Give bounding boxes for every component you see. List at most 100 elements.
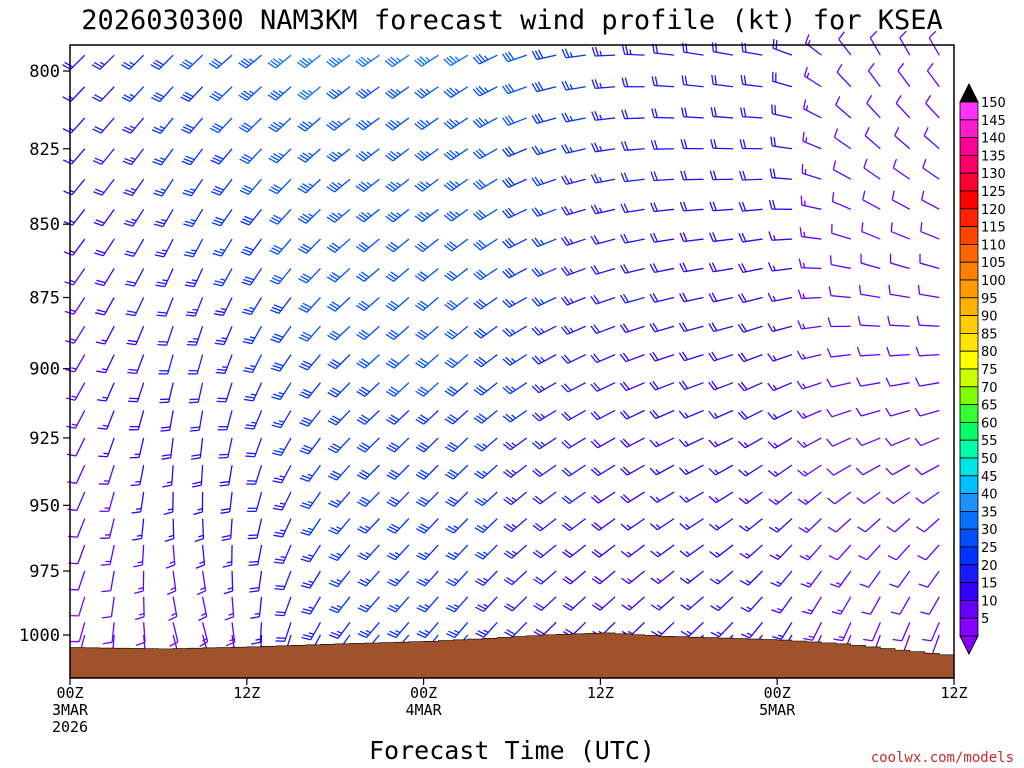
wind-barb xyxy=(357,570,380,587)
barb-shaft xyxy=(172,622,179,642)
wind-barb xyxy=(858,284,881,299)
barb-full xyxy=(474,527,484,534)
wind-barb xyxy=(708,409,734,420)
barb-shaft xyxy=(231,570,234,592)
barb-full xyxy=(96,399,107,402)
wind-barb xyxy=(135,622,146,646)
barb-shaft xyxy=(187,54,204,70)
wind-barb xyxy=(832,160,852,180)
barb-full xyxy=(622,323,630,332)
barb-full xyxy=(212,252,222,257)
barb-full xyxy=(620,495,629,504)
y-tick-label: 950 xyxy=(29,496,60,516)
barb-half xyxy=(307,58,313,63)
barb-half xyxy=(337,89,343,94)
barb-shaft xyxy=(453,570,469,587)
barb-half xyxy=(138,612,145,616)
wind-barb xyxy=(267,86,292,101)
barb-shaft xyxy=(835,518,852,533)
wind-barb xyxy=(210,178,233,196)
barb-half xyxy=(308,632,314,635)
barb-shaft xyxy=(713,208,734,212)
barb-full xyxy=(273,534,283,538)
barb-full xyxy=(507,267,516,276)
barb-half xyxy=(71,367,77,370)
barb-shaft xyxy=(423,410,439,425)
barb-full xyxy=(886,346,891,357)
wind-barb xyxy=(355,238,380,253)
barb-full xyxy=(682,42,685,53)
wind-barb xyxy=(867,62,881,88)
barb-full xyxy=(652,263,659,273)
barb-full xyxy=(327,334,336,341)
barb-full xyxy=(502,443,511,451)
wind-barb xyxy=(590,235,616,245)
wind-barb xyxy=(885,407,910,417)
barb-shaft xyxy=(250,297,263,315)
barb-shaft xyxy=(363,208,380,223)
barb-full xyxy=(474,553,484,560)
wind-barb xyxy=(300,570,322,589)
barb-full xyxy=(620,141,626,151)
wind-barb xyxy=(273,518,292,538)
wind-barb xyxy=(531,296,557,307)
barb-full xyxy=(388,416,398,423)
barb-full xyxy=(501,85,509,94)
barb-shaft xyxy=(276,178,292,195)
barb-full xyxy=(303,444,313,450)
wind-barb xyxy=(803,622,822,641)
barb-full xyxy=(418,630,428,636)
barb-full xyxy=(770,581,780,587)
barb-full xyxy=(711,292,718,302)
barb-shaft xyxy=(394,437,410,453)
barb-full xyxy=(385,215,394,223)
barb-shaft xyxy=(74,410,86,429)
barb-full xyxy=(214,122,224,129)
barb-full xyxy=(95,312,105,316)
barb-full xyxy=(679,577,689,584)
wind-barb xyxy=(561,437,587,449)
barb-full xyxy=(590,205,597,215)
barb-shaft xyxy=(75,437,86,457)
barb-full xyxy=(502,358,511,366)
barb-full xyxy=(301,419,311,425)
barb-shaft xyxy=(541,621,557,637)
barb-shaft xyxy=(201,570,207,591)
barb-shaft xyxy=(742,208,763,212)
barb-full xyxy=(327,305,336,312)
wind-barb xyxy=(296,54,321,69)
barb-full xyxy=(387,243,397,251)
x-tick-label: 4MAR xyxy=(406,701,443,719)
barb-shaft xyxy=(278,325,292,343)
barb-full xyxy=(329,244,338,251)
barb-full xyxy=(590,383,598,392)
wind-barb xyxy=(503,544,528,559)
barb-shaft xyxy=(136,354,145,374)
barb-full xyxy=(389,604,399,611)
wind-barb xyxy=(328,544,351,562)
barb-shaft xyxy=(809,570,822,588)
barb-shaft xyxy=(654,325,675,333)
barb-full xyxy=(299,422,309,427)
barb-full xyxy=(361,469,371,476)
barb-full xyxy=(652,293,659,302)
wind-barb xyxy=(444,296,469,311)
barb-full xyxy=(387,213,397,221)
barb-shaft xyxy=(422,267,439,282)
barb-full xyxy=(238,94,248,101)
wind-barb xyxy=(153,178,174,197)
barb-full xyxy=(417,243,426,251)
barb-half xyxy=(365,578,371,582)
barb-half xyxy=(167,508,173,511)
barb-full xyxy=(420,469,430,476)
barb-shaft xyxy=(683,116,704,119)
wind-barb xyxy=(678,380,704,391)
barb-full xyxy=(443,90,452,98)
wind-barb xyxy=(708,518,734,531)
barb-full xyxy=(297,125,306,132)
barb-full xyxy=(360,56,369,64)
wind-barb xyxy=(740,74,763,88)
barb-full xyxy=(387,273,397,280)
barb-shaft xyxy=(247,148,263,164)
barb-shaft xyxy=(226,410,233,430)
